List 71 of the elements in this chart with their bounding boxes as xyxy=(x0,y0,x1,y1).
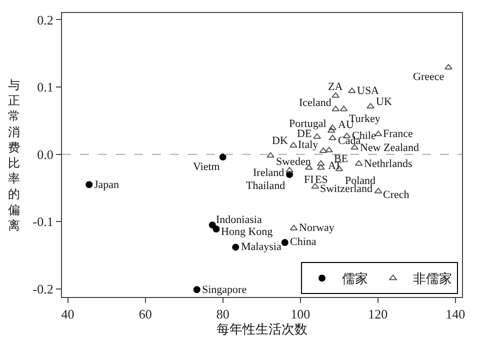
point xyxy=(444,64,452,70)
annotation: Italy xyxy=(298,139,319,151)
point xyxy=(316,164,325,170)
annotation: UK xyxy=(376,96,392,108)
point xyxy=(316,160,325,166)
y-tick-label: 0.0 xyxy=(37,146,54,162)
annotation: Greece xyxy=(413,71,444,83)
point xyxy=(319,147,328,153)
annotation: Iceland xyxy=(299,97,332,109)
annotation: Indoniasia xyxy=(216,214,262,226)
y-tick-label: -0.2 xyxy=(32,281,54,296)
point xyxy=(212,226,220,233)
point xyxy=(266,152,274,158)
legend-label: 非儒家 xyxy=(413,271,452,286)
point xyxy=(193,286,200,294)
annotation: Norway xyxy=(299,222,335,234)
point xyxy=(328,124,336,130)
annotation: Malaysia xyxy=(241,241,282,253)
point xyxy=(208,221,216,228)
annotation: Hong Kong xyxy=(221,226,274,238)
annotation: Switzerland xyxy=(320,183,374,195)
annotation: DE xyxy=(297,128,312,140)
x-axis-title: 每年性生活次数 xyxy=(216,322,308,337)
point xyxy=(311,183,320,189)
annotation: DK xyxy=(272,135,288,147)
point xyxy=(313,133,321,139)
y-tick-label: -0.1 xyxy=(32,214,54,230)
point xyxy=(340,106,348,112)
annotation: FI xyxy=(304,174,314,186)
x-tick-label: 60 xyxy=(138,306,152,322)
point xyxy=(219,154,226,161)
point xyxy=(374,188,382,194)
annotation: New Zealand xyxy=(360,142,420,154)
annotation: Japan xyxy=(94,179,120,191)
point xyxy=(350,144,359,150)
annotation: Sweden xyxy=(276,156,312,168)
point xyxy=(328,134,336,140)
point xyxy=(332,106,340,112)
x-tick-label: 120 xyxy=(368,306,388,322)
text: 与正常消费比率的偏离 xyxy=(8,78,20,232)
point xyxy=(327,127,336,133)
point xyxy=(348,88,356,94)
annotation: Crech xyxy=(383,189,410,201)
x-tick-label: 100 xyxy=(290,306,310,322)
x-tick-label: 140 xyxy=(446,306,466,322)
y-tick-label: 0.2 xyxy=(37,12,54,28)
point xyxy=(281,238,288,246)
y-tick-label: 0.1 xyxy=(37,80,54,95)
legend-label: 儒家 xyxy=(342,271,368,286)
point xyxy=(286,166,294,172)
x-tick-label: 40 xyxy=(61,306,74,322)
annotation: Thailand xyxy=(246,180,286,192)
annotation: Nethrlands xyxy=(364,158,412,170)
point xyxy=(86,181,93,188)
annotation: Ireland xyxy=(253,167,285,179)
annotation: Vietm xyxy=(193,161,220,173)
point xyxy=(366,103,374,109)
annotation: ES xyxy=(315,174,328,186)
point xyxy=(232,244,240,251)
point xyxy=(354,160,363,166)
point xyxy=(332,92,340,98)
x-tick-label: 80 xyxy=(216,306,230,322)
annotation: Portugal xyxy=(289,118,326,130)
annotation: ZA xyxy=(328,81,343,93)
annotation: China xyxy=(290,236,316,248)
annotation: France xyxy=(383,128,414,140)
point xyxy=(289,142,298,148)
point xyxy=(290,224,298,230)
annotation: USA xyxy=(357,85,380,97)
point xyxy=(325,146,334,152)
annotation: Singapore xyxy=(202,284,247,296)
